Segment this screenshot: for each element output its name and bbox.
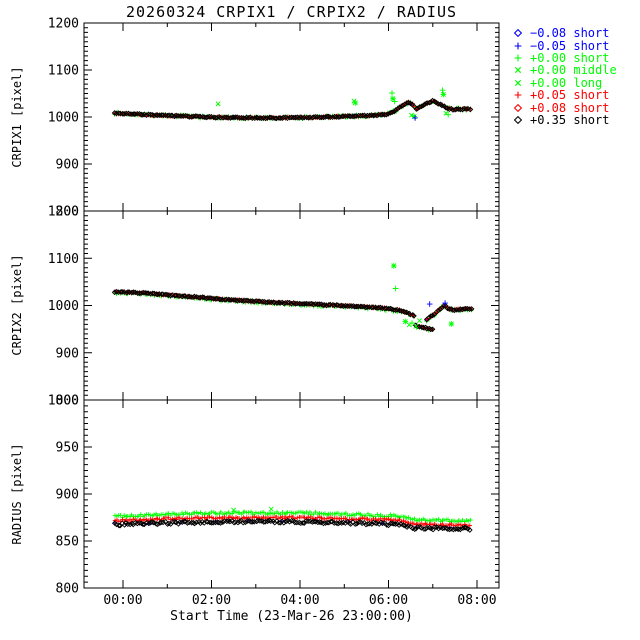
y-tick-label: 1200 bbox=[48, 17, 79, 32]
outliers-green-panel-2 bbox=[231, 506, 274, 513]
legend-label: −0.08 short bbox=[530, 26, 610, 41]
y-tick-label: 800 bbox=[56, 394, 79, 409]
legend: −0.08 short −0.05 short +0.00 short +0.00 m… bbox=[510, 26, 617, 127]
x-tick-label: 06:00 bbox=[369, 593, 408, 608]
legend-entry: +0.08 short bbox=[510, 100, 617, 115]
legend-entry: +0.35 short bbox=[510, 112, 617, 127]
series-green-panel-2 bbox=[112, 509, 473, 524]
chart-title: 20260324 CRPIX1 / CRPIX2 / RADIUS bbox=[125, 3, 457, 21]
panel-frame-2 bbox=[83, 399, 500, 589]
outliers-blue-panel-1 bbox=[426, 300, 448, 307]
x-tick-label: 08:00 bbox=[457, 593, 496, 608]
legend-diamond-icon bbox=[513, 103, 523, 112]
y-axis-label-crpix2: CRPIX2 [pixel] bbox=[10, 254, 24, 356]
y-tick-label: 900 bbox=[56, 488, 79, 503]
legend-entry: −0.08 short bbox=[510, 26, 617, 41]
legend-label: +0.05 short bbox=[530, 88, 610, 103]
outliers-green-panel-0 bbox=[215, 87, 451, 120]
x-tick-label: 02:00 bbox=[192, 593, 231, 608]
y-axis-label-crpix1: CRPIX1 [pixel] bbox=[10, 66, 24, 168]
legend-entry: +0.00 long bbox=[510, 75, 617, 90]
legend-label: +0.00 short bbox=[530, 50, 610, 65]
legend-label: +0.00 middle bbox=[530, 63, 617, 78]
series-black-panel-0 bbox=[111, 97, 474, 122]
x-tick-label: 00:00 bbox=[103, 593, 142, 608]
legend-entry: +0.00 middle bbox=[510, 63, 617, 78]
legend-label: +0.35 short bbox=[530, 112, 610, 127]
y-tick-label: 900 bbox=[56, 346, 79, 361]
y-tick-label: 1000 bbox=[48, 111, 79, 126]
legend-plus-icon bbox=[514, 42, 522, 49]
y-tick-label: 900 bbox=[56, 158, 79, 173]
series-black-panel-1 bbox=[111, 288, 475, 333]
legend-diamond-icon bbox=[513, 29, 523, 38]
y-tick-label: 800 bbox=[56, 205, 79, 220]
legend-plus-icon bbox=[514, 91, 522, 99]
legend-entry: +0.00 short bbox=[510, 50, 617, 65]
y-tick-label: 1100 bbox=[48, 252, 79, 267]
legend-diamond-icon bbox=[513, 115, 523, 125]
y-tick-label: 1000 bbox=[48, 394, 79, 409]
legend-x-icon bbox=[514, 67, 522, 74]
x-axis-label: Start Time (23-Mar-26 23:00:00) bbox=[170, 609, 413, 624]
series-black-panel-2 bbox=[111, 517, 473, 533]
legend-label: +0.08 short bbox=[530, 100, 610, 115]
panel-ticks-2 bbox=[84, 399, 499, 589]
y-tick-label: 1000 bbox=[48, 299, 79, 314]
legend-plus-icon bbox=[514, 54, 522, 62]
y-tick-label: 800 bbox=[56, 582, 79, 597]
legend-label: −0.05 short bbox=[530, 38, 610, 53]
legend-entry: +0.05 short bbox=[510, 88, 617, 103]
legend-x-icon bbox=[514, 79, 522, 86]
legend-entry: −0.05 short bbox=[510, 38, 617, 53]
x-tick-label: 04:00 bbox=[280, 593, 319, 608]
outliers-blue-panel-0 bbox=[412, 115, 418, 121]
y-tick-label: 950 bbox=[56, 441, 79, 456]
outliers-green-panel-1 bbox=[391, 263, 455, 329]
y-tick-label: 1100 bbox=[48, 64, 79, 79]
y-tick-label: 1200 bbox=[48, 205, 79, 220]
y-axis-label-radius: RADIUS [pixel] bbox=[10, 443, 24, 545]
legend-label: +0.00 long bbox=[530, 75, 603, 90]
y-tick-label: 850 bbox=[56, 535, 79, 550]
